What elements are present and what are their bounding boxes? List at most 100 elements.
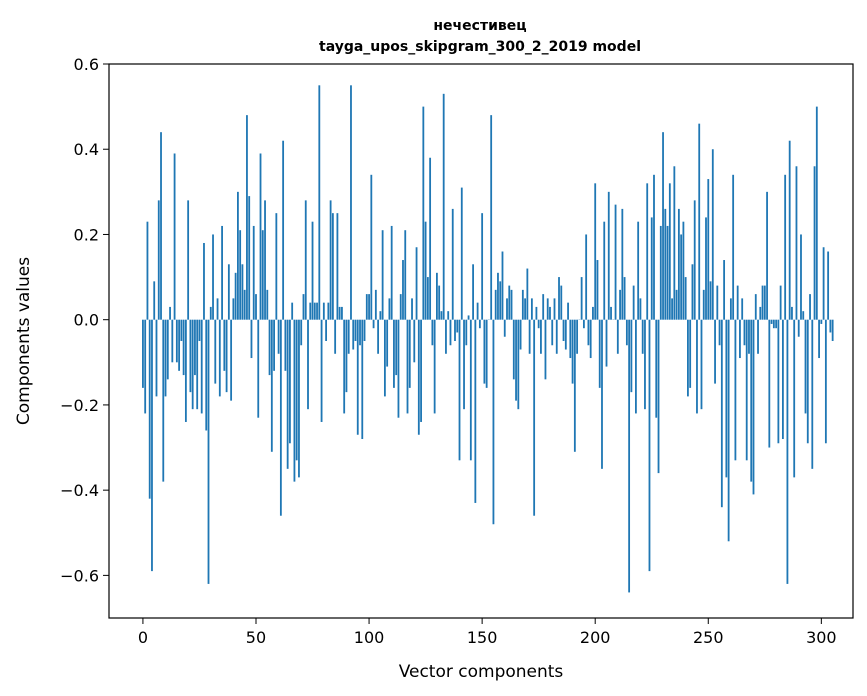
bar-189	[569, 319, 572, 359]
bar-11	[166, 319, 169, 380]
bar-136	[449, 319, 452, 346]
bar-111	[393, 319, 395, 388]
bar-294	[806, 319, 809, 444]
bar-18	[182, 319, 185, 376]
bar-251	[709, 281, 712, 320]
bar-302	[824, 319, 827, 444]
bar-258	[725, 319, 728, 478]
y-tick-label-0: −0.6	[60, 566, 99, 585]
plot-frame	[108, 63, 854, 619]
bar-60	[277, 319, 280, 354]
bar-234	[671, 298, 673, 320]
bar-159	[501, 251, 504, 320]
bar-152	[485, 319, 488, 388]
bar-265	[741, 298, 744, 320]
bar-270	[752, 319, 755, 495]
bar-199	[592, 306, 594, 320]
bar-237	[677, 208, 680, 320]
bar-31	[212, 234, 214, 320]
bar-93	[352, 319, 355, 350]
bar-204	[603, 221, 606, 320]
bar-176	[540, 319, 542, 354]
bar-21	[189, 319, 192, 393]
bar-217	[632, 285, 635, 320]
bar-84	[331, 213, 334, 320]
bar-207	[610, 306, 612, 320]
bar-66	[291, 302, 294, 320]
bar-165	[515, 319, 517, 401]
bar-95	[356, 319, 359, 435]
bar-255	[718, 319, 721, 346]
bar-69	[298, 319, 300, 478]
bar-125	[424, 221, 427, 320]
bar-277	[768, 319, 771, 448]
bar-42	[237, 191, 239, 320]
bar-143	[465, 319, 468, 346]
bar-196	[585, 234, 588, 320]
bar-278	[770, 319, 773, 324]
bar-86	[336, 213, 339, 320]
bar-91	[347, 319, 350, 354]
bar-164	[512, 319, 515, 380]
bar-238	[680, 234, 683, 320]
bar-200	[594, 183, 597, 320]
chart-subtitle: tayga_upos_skipgram_300_2_2019 model	[319, 39, 641, 55]
bar-27	[203, 242, 205, 320]
bar-229	[659, 225, 662, 320]
bar-68	[295, 319, 298, 461]
bar-112	[395, 319, 398, 376]
bar-129	[433, 319, 436, 414]
bar-76	[313, 302, 316, 320]
bar-160	[503, 319, 506, 337]
bar-99	[365, 294, 368, 320]
bar-10	[164, 319, 167, 397]
bar-177	[542, 294, 545, 320]
bar-122	[417, 319, 420, 435]
bar-288	[793, 319, 796, 478]
bar-219	[637, 221, 640, 320]
bar-96	[359, 319, 361, 346]
bar-3	[148, 319, 151, 499]
bar-133	[442, 93, 445, 320]
bar-213	[623, 277, 626, 320]
bar-297	[813, 166, 816, 320]
bar-248	[702, 289, 705, 320]
bar-25	[198, 319, 201, 341]
bar-192	[576, 319, 579, 354]
bar-171	[528, 319, 531, 354]
bar-186	[562, 319, 565, 341]
bar-128	[431, 319, 434, 346]
bar-94	[354, 319, 357, 341]
bar-156	[494, 289, 497, 320]
y-axis-label: Components values	[14, 257, 34, 425]
x-tick-label-300: 300	[806, 628, 837, 647]
bar-226	[653, 174, 655, 320]
bar-50	[255, 294, 257, 320]
bar-38	[227, 264, 230, 320]
bar-274	[761, 285, 764, 320]
bar-163	[510, 289, 513, 320]
bar-284	[784, 174, 787, 320]
bar-257	[723, 260, 726, 320]
bar-138	[454, 319, 456, 341]
bar-140	[458, 319, 461, 461]
x-tick-label-100: 100	[354, 628, 385, 647]
y-tick-label-4: 0.2	[74, 225, 99, 244]
bar-161	[506, 298, 508, 320]
bar-158	[499, 281, 502, 320]
bar-134	[445, 319, 447, 354]
bar-191	[573, 319, 576, 452]
bar-63	[284, 319, 287, 371]
bar-115	[402, 260, 404, 320]
bar-51	[257, 319, 260, 418]
bar-266	[743, 319, 746, 346]
bar-283	[781, 319, 784, 440]
bar-40	[232, 298, 235, 320]
x-tick-label-50: 50	[246, 628, 266, 647]
bar-43	[239, 230, 242, 320]
bar-241	[687, 319, 689, 397]
y-tick-label-3: 0.0	[74, 311, 99, 330]
bar-262	[734, 319, 737, 461]
bar-101	[370, 174, 373, 320]
